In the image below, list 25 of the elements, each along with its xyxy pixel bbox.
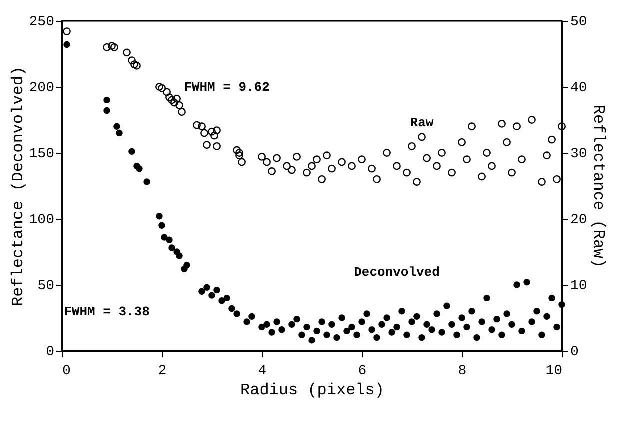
annotation: Deconvolved: [354, 264, 440, 280]
y-tick-label: 150: [29, 146, 54, 162]
y2-tick-label: 10: [570, 278, 588, 294]
y-tick-label: 200: [29, 80, 54, 96]
x-tick-label: 4: [258, 364, 267, 380]
y-tick-label: 100: [29, 212, 54, 228]
x-tick-label: 0: [62, 364, 71, 380]
x-axis-title: Radius (pixels): [240, 382, 385, 400]
y2-tick-label: 40: [570, 80, 588, 96]
y2-tick-label: 20: [570, 212, 588, 228]
annotation: Raw: [410, 116, 434, 131]
y2-tick-label: 30: [570, 146, 588, 162]
y-tick-label: 0: [46, 344, 54, 360]
y2-tick-label: 0: [570, 344, 579, 360]
x-tick-label: 8: [458, 364, 467, 380]
x-tick-label: 10: [546, 364, 562, 380]
y-axis-title: Reflectance (Deconvolved): [9, 66, 28, 307]
annotation: FWHM = 3.38: [64, 304, 150, 320]
y-tick-label: 50: [38, 278, 54, 294]
y2-axis-title: Reflectance (Raw): [589, 104, 608, 268]
y-tick-label: 250: [29, 14, 54, 30]
x-tick-label: 6: [358, 364, 367, 380]
x-tick-label: 2: [158, 364, 167, 380]
annotation: FWHM = 9.62: [184, 80, 270, 95]
y2-tick-label: 50: [570, 14, 588, 30]
